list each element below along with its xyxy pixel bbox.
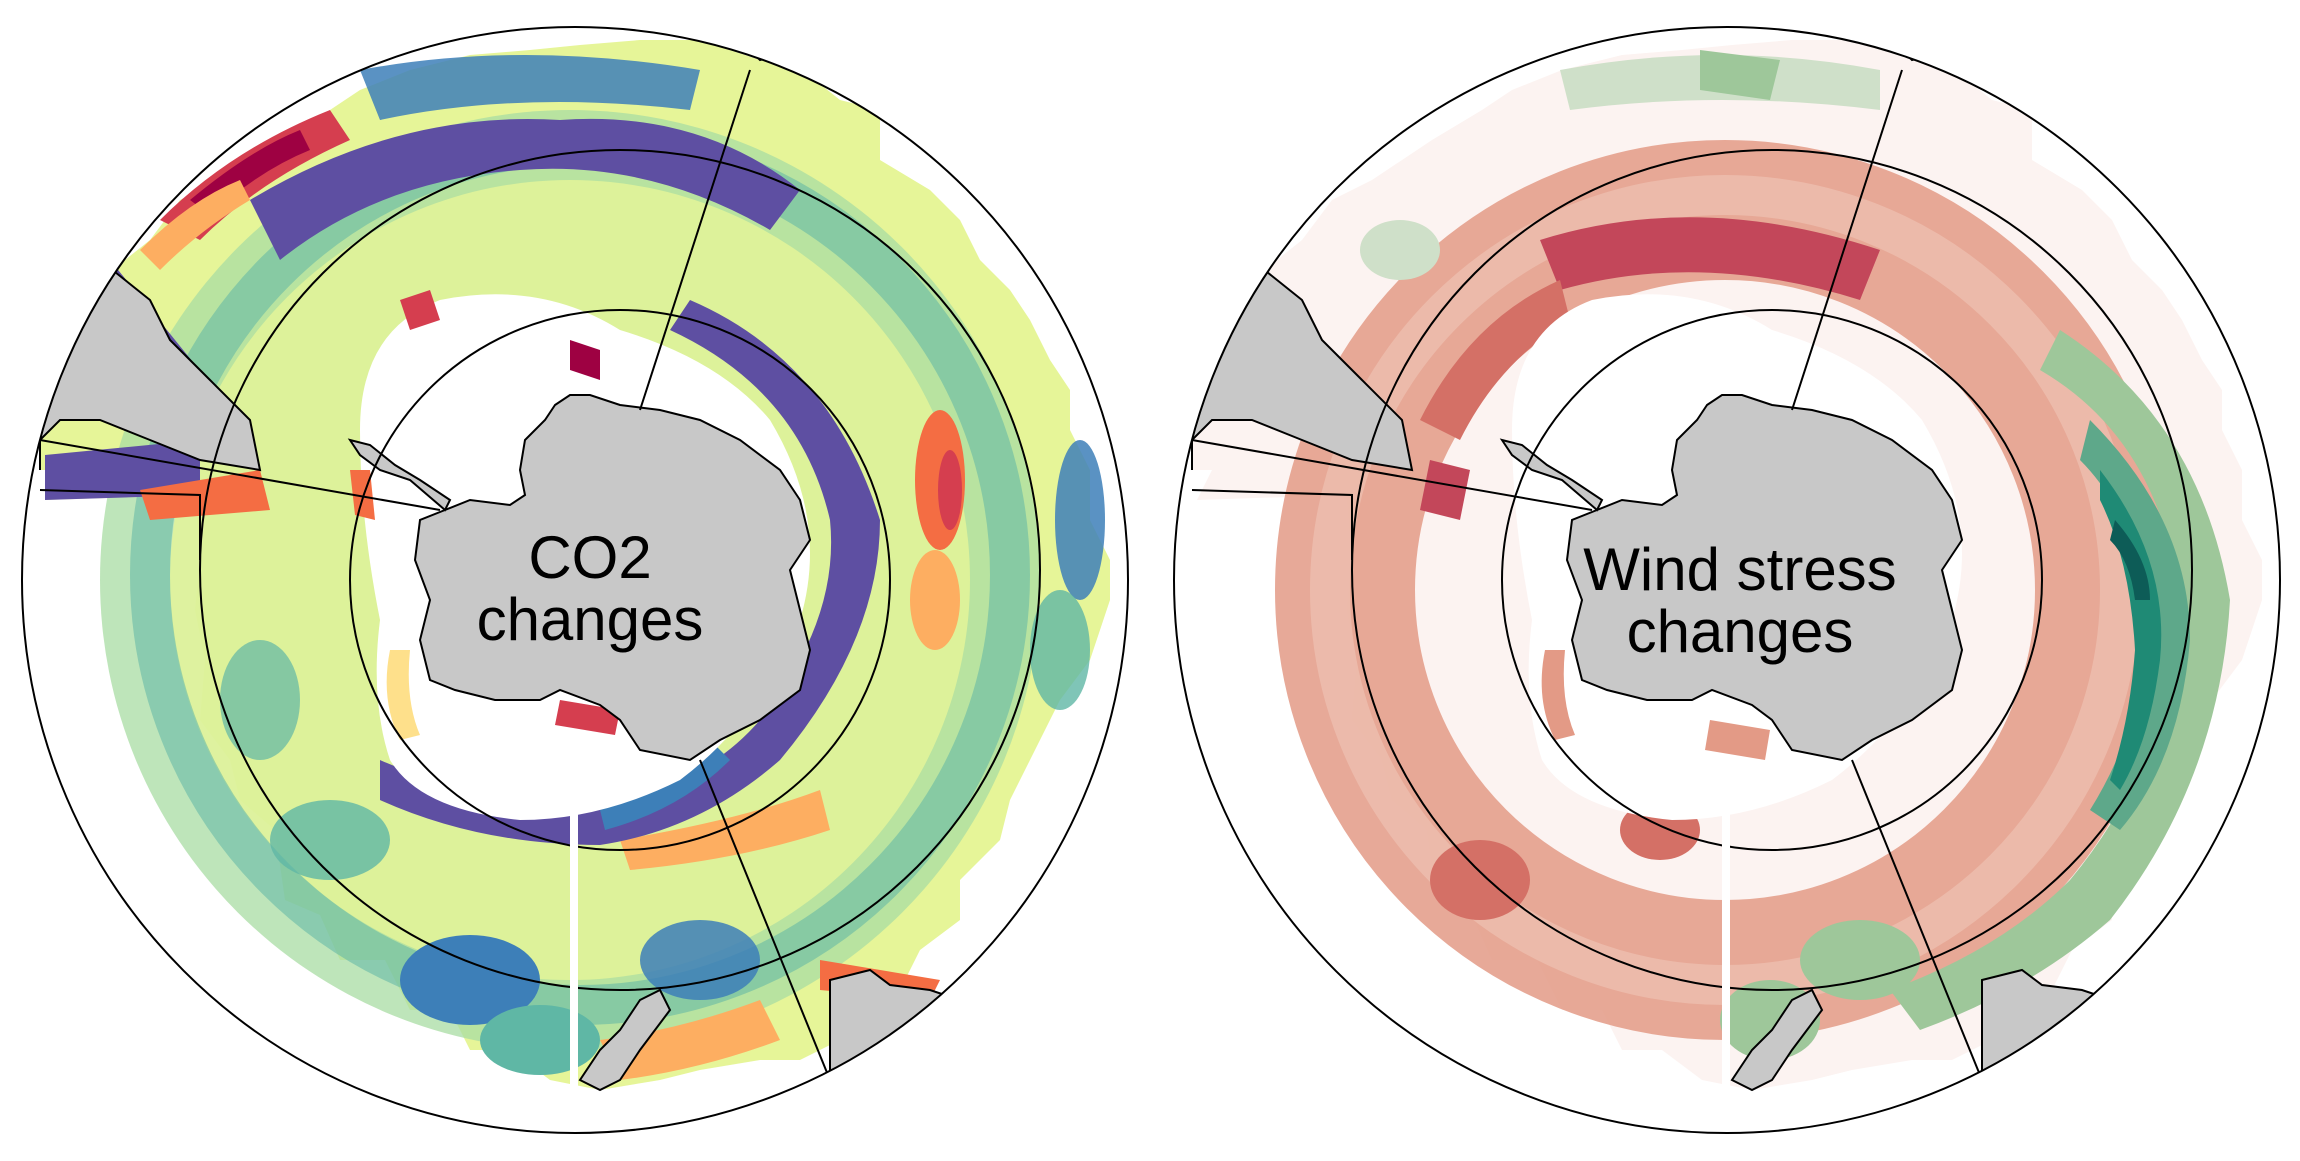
co2-ice-edge (386, 650, 420, 740)
antarctica-landmass (413, 394, 812, 762)
co2-blob (400, 935, 540, 1025)
sector-line (1791, 69, 1903, 411)
co2-blob (360, 55, 700, 120)
front-outer (199, 149, 1041, 991)
antarctica-landmass (1565, 394, 1964, 762)
front-inner (1501, 309, 2043, 851)
sector-line (1191, 439, 1593, 511)
wind-label-line2: changes (1627, 598, 1854, 665)
wind-front-lines (1191, 69, 2193, 1081)
co2-ice-edge (400, 290, 440, 330)
antarctic-peninsula (347, 438, 452, 512)
wind-blob (1540, 217, 1880, 300)
co2-blob (620, 790, 830, 870)
wind-green-band (1890, 330, 2230, 1030)
co2-map-border (21, 26, 1129, 1134)
co2-front-lines (39, 69, 1041, 1081)
co2-blob (938, 450, 962, 530)
co2-ice-edge (570, 340, 600, 380)
wind-label-line1: Wind stress (1583, 536, 1896, 603)
wind-blob (1420, 280, 1570, 440)
sector-line (1851, 759, 1983, 1081)
new-zealand (578, 988, 672, 1092)
co2-blob (480, 1005, 600, 1075)
co2-label-line2: changes (477, 586, 704, 653)
wind-blob (1420, 460, 1470, 520)
antarctic-peninsula (1499, 438, 1604, 512)
co2-blob (1030, 590, 1090, 710)
wind-green-band (2110, 520, 2150, 600)
australia (829, 968, 1002, 1133)
new-zealand (1730, 988, 1824, 1092)
australia (1981, 968, 2154, 1133)
wind-green-band (1800, 920, 1920, 1000)
wind-ice-edge (1541, 650, 1575, 740)
co2-blob (600, 1000, 780, 1080)
wind-blob (1430, 840, 1530, 920)
sector-line (39, 439, 441, 511)
front-outer (1351, 149, 2193, 991)
wind-green-band (1700, 50, 1780, 100)
co2-blob (250, 118, 800, 260)
wind-map-panel: Wind stress changes (1173, 26, 2281, 1134)
wind-green-band (2100, 470, 2162, 790)
wind-green-band (2080, 420, 2190, 830)
sector-line (699, 759, 831, 1081)
co2-blob (640, 920, 760, 1000)
front-inner (349, 309, 891, 851)
co2-blob (140, 470, 270, 520)
co2-blob (220, 640, 300, 760)
co2-blob (140, 180, 250, 270)
co2-blob (1055, 440, 1105, 600)
co2-blob (910, 550, 960, 650)
wind-map-border (1173, 26, 2281, 1134)
co2-field (40, 40, 1110, 1090)
co2-blob (45, 440, 200, 500)
wind-green-band (1360, 220, 1440, 280)
co2-map-panel: CO2 changes (21, 26, 1129, 1134)
co2-blob (270, 800, 390, 880)
sector-line (639, 69, 751, 411)
co2-label-line1: CO2 (528, 524, 651, 591)
wind-ice-edge (1705, 720, 1770, 760)
